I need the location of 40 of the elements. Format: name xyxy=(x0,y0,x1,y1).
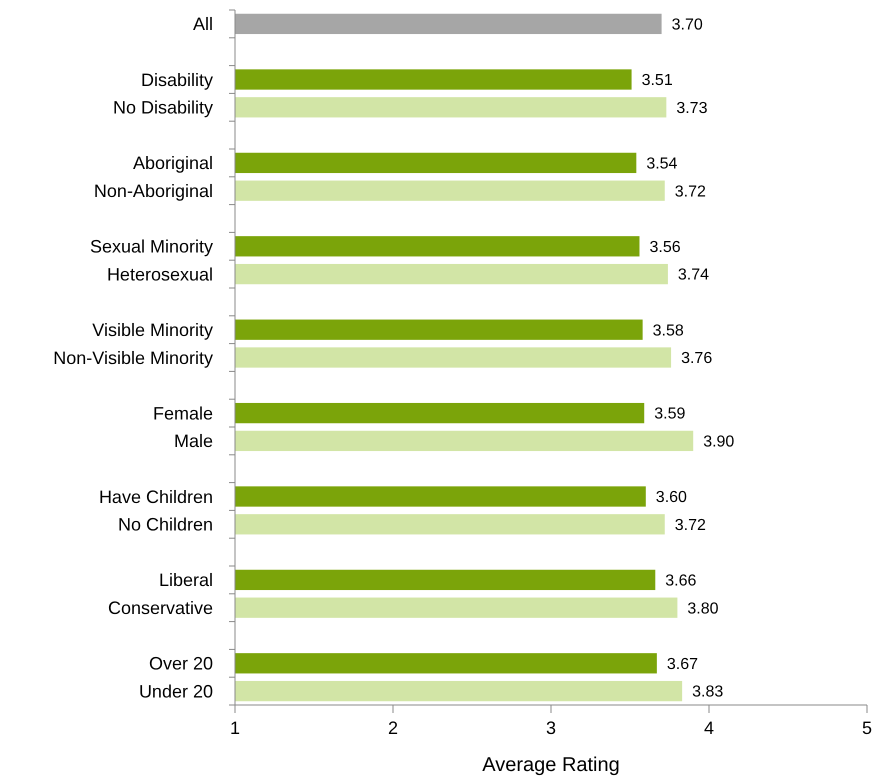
y-tick-label: Aboriginal xyxy=(132,153,213,174)
data-label: 3.74 xyxy=(678,266,710,284)
data-label: 3.73 xyxy=(676,100,708,117)
y-tick-label: Conservative xyxy=(108,598,213,618)
y-tick-label: Sexual Minority xyxy=(90,236,213,257)
data-label: 3.90 xyxy=(703,434,734,450)
data-label: 3.54 xyxy=(646,156,678,172)
data-label: 3.56 xyxy=(649,238,681,256)
data-label: 3.67 xyxy=(666,656,698,673)
y-tick-label: Over 20 xyxy=(148,654,213,674)
y-tick-label: Visible Minority xyxy=(92,320,213,340)
x-axis-title: Average Rating xyxy=(482,754,620,776)
x-tick-label: 1 xyxy=(230,718,240,738)
y-tick-label: No Children xyxy=(118,514,213,535)
data-label: 3.59 xyxy=(654,406,686,423)
data-label: 3.60 xyxy=(656,489,688,506)
data-label: 3.76 xyxy=(681,350,712,368)
y-tick-label: All xyxy=(192,14,213,34)
data-label: 3.72 xyxy=(674,516,706,534)
y-tick-label: Under 20 xyxy=(138,681,213,702)
data-label: 3.80 xyxy=(687,600,719,618)
data-label: 3.70 xyxy=(672,16,703,34)
x-tick-label: 3 xyxy=(546,718,556,738)
y-tick-label: Disability xyxy=(140,70,213,90)
y-tick-label: Non-Aboriginal xyxy=(94,181,213,201)
x-tick-label: 4 xyxy=(704,718,714,738)
y-tick-label: Liberal xyxy=(158,570,213,590)
y-tick-label: Female xyxy=(152,403,213,424)
data-label: 3.51 xyxy=(642,72,673,90)
x-tick-label: 5 xyxy=(862,718,872,738)
y-tick-label: Heterosexual xyxy=(106,264,213,284)
y-tick-label: Male xyxy=(174,431,213,452)
y-tick-label: No Disability xyxy=(112,98,213,118)
data-label: 3.66 xyxy=(665,572,697,590)
data-label: 3.58 xyxy=(652,322,684,340)
x-tick-label: 2 xyxy=(388,718,398,738)
y-tick-label: Have Children xyxy=(98,486,213,507)
y-tick-label: Non-Visible Minority xyxy=(53,348,213,368)
data-label: 3.72 xyxy=(674,183,706,200)
data-label: 3.83 xyxy=(692,684,724,701)
